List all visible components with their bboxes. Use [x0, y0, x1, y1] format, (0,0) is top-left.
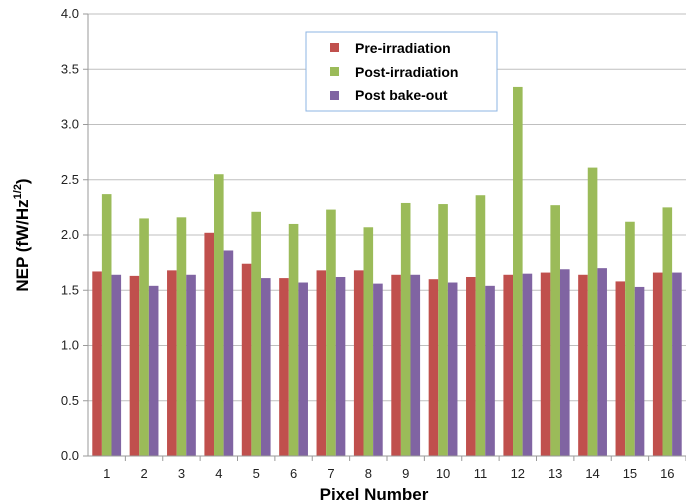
bar-post-bake-out-pixel-3: [186, 274, 196, 456]
bar-post-irradiation-pixel-13: [550, 205, 560, 456]
bar-pre-irradiation-pixel-15: [615, 281, 626, 456]
x-tick-label: 15: [623, 466, 637, 481]
legend-label-post-irradiation: Post-irradiation: [355, 64, 458, 80]
bar-post-irradiation-pixel-15: [625, 221, 635, 456]
bar-pre-irradiation-pixel-2: [129, 275, 140, 456]
bar-post-bake-out-pixel-15: [634, 286, 645, 456]
bar-post-bake-out-pixel-11: [485, 285, 495, 456]
bar-post-bake-out-pixel-10: [447, 282, 458, 456]
y-tick-label: 0.5: [61, 393, 79, 408]
x-tick-label: 4: [215, 466, 222, 481]
bar-post-irradiation-pixel-11: [475, 195, 486, 456]
bar-post-irradiation-pixel-8: [363, 227, 374, 456]
x-axis-title: Pixel Number: [320, 485, 429, 504]
bar-post-irradiation-pixel-7: [326, 209, 336, 456]
legend-label-post-bake-out: Post bake-out: [355, 87, 448, 103]
bar-pre-irradiation-pixel-9: [391, 274, 401, 456]
y-tick-label: 2.5: [61, 172, 79, 187]
bar-post-bake-out-pixel-8: [373, 283, 383, 456]
bar-post-irradiation-pixel-16: [662, 207, 673, 456]
legend: Pre-irradiation Post-irradiation Post ba…: [305, 31, 498, 112]
x-tick-label: 9: [402, 466, 409, 481]
x-tick-label: 12: [511, 466, 525, 481]
x-tick-label: 8: [365, 466, 372, 481]
x-tick-label: 11: [474, 466, 488, 481]
bar-post-irradiation-pixel-14: [587, 167, 598, 456]
y-tick-label: 3.0: [61, 117, 79, 132]
bar-pre-irradiation-pixel-1: [92, 271, 102, 456]
legend-swatch-post-bake-out: [330, 91, 339, 100]
bar-post-bake-out-pixel-7: [335, 276, 346, 456]
y-tick-label: 3.5: [61, 61, 79, 76]
y-axis-title-main: NEP (fW/Hz: [13, 199, 32, 291]
bar-post-bake-out-pixel-9: [410, 274, 421, 456]
y-tick-label: 1.0: [61, 338, 79, 353]
x-tick-label: 10: [436, 466, 450, 481]
bar-post-irradiation-pixel-2: [139, 218, 149, 456]
bar-post-bake-out-pixel-5: [260, 278, 271, 456]
bar-post-irradiation-pixel-3: [176, 217, 187, 456]
y-axis-title-end: ): [13, 178, 32, 184]
y-axis-title-superscript: 1/2: [12, 184, 24, 199]
y-tick-label: 1.5: [61, 282, 79, 297]
bar-post-bake-out-pixel-16: [672, 272, 682, 456]
legend-swatch-pre-irradiation: [330, 43, 339, 52]
y-tick-label: 0.0: [61, 448, 79, 463]
x-tick-label: 7: [327, 466, 334, 481]
bar-pre-irradiation-pixel-5: [241, 263, 252, 456]
bar-pre-irradiation-pixel-11: [466, 276, 476, 456]
bar-pre-irradiation-pixel-12: [503, 274, 514, 456]
x-tick-label: 6: [290, 466, 297, 481]
bar-post-irradiation-pixel-6: [288, 223, 299, 456]
bar-post-bake-out-pixel-6: [298, 282, 308, 456]
y-tick-label: 4.0: [61, 6, 79, 21]
bar-pre-irradiation-pixel-16: [652, 272, 663, 456]
bar-post-bake-out-pixel-13: [559, 269, 570, 456]
bar-pre-irradiation-pixel-7: [316, 270, 327, 456]
legend-swatch-post-irradiation: [330, 67, 339, 76]
bar-post-bake-out-pixel-12: [522, 273, 533, 456]
bar-post-irradiation-pixel-10: [438, 204, 448, 456]
x-tick-label: 1: [103, 466, 110, 481]
legend-label-pre-irradiation: Pre-irradiation: [355, 40, 451, 56]
bar-post-bake-out-pixel-1: [111, 274, 122, 456]
bar-post-irradiation-pixel-4: [214, 174, 224, 456]
x-tick-label: 13: [548, 466, 562, 481]
y-axis-title: NEP (fW/Hz1/2): [12, 178, 32, 291]
bar-pre-irradiation-pixel-4: [204, 232, 215, 456]
y-tick-label: 2.0: [61, 227, 79, 242]
bar-post-irradiation-pixel-1: [101, 194, 112, 457]
bar-pre-irradiation-pixel-8: [353, 270, 364, 456]
x-tick-label: 5: [253, 466, 260, 481]
x-tick-label: 14: [585, 466, 599, 481]
bar-post-bake-out-pixel-4: [223, 250, 234, 456]
bar-pre-irradiation-pixel-3: [167, 270, 177, 456]
bar-post-irradiation-pixel-12: [513, 86, 523, 457]
x-tick-label: 16: [660, 466, 674, 481]
bar-pre-irradiation-pixel-6: [279, 278, 289, 456]
bar-pre-irradiation-pixel-13: [540, 272, 551, 456]
bar-pre-irradiation-pixel-14: [578, 274, 588, 456]
bar-post-bake-out-pixel-14: [597, 268, 607, 456]
x-tick-label: 2: [140, 466, 147, 481]
x-tick-label: 3: [178, 466, 185, 481]
x-tick-labels: 1 2 3 4 5 6 7 8 9 10 11 12 13 14 15 16: [103, 456, 686, 481]
bars: [92, 86, 682, 457]
bar-pre-irradiation-pixel-10: [428, 279, 439, 456]
bar-post-irradiation-pixel-9: [400, 202, 411, 456]
bar-post-bake-out-pixel-2: [148, 285, 159, 456]
bar-post-irradiation-pixel-5: [251, 211, 261, 456]
y-tick-labels: 0.0 0.5 1.0 1.5 2.0 2.5 3.0 3.5 4.0: [61, 6, 79, 463]
